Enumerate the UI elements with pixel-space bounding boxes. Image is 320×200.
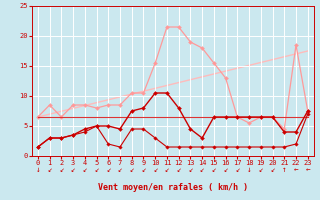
X-axis label: Vent moyen/en rafales ( km/h ): Vent moyen/en rafales ( km/h ) <box>98 183 248 192</box>
Text: ↙: ↙ <box>47 165 52 174</box>
Text: ↙: ↙ <box>129 165 134 174</box>
Text: ↙: ↙ <box>176 165 181 174</box>
Text: ←: ← <box>305 165 310 174</box>
Text: ↙: ↙ <box>188 165 193 174</box>
Text: ↙: ↙ <box>270 165 275 174</box>
Text: ↙: ↙ <box>118 165 122 174</box>
Text: ↙: ↙ <box>153 165 157 174</box>
Text: ↓: ↓ <box>36 165 40 174</box>
Text: ↙: ↙ <box>59 165 64 174</box>
Text: ↙: ↙ <box>83 165 87 174</box>
Text: ↙: ↙ <box>164 165 169 174</box>
Text: ↑: ↑ <box>282 165 287 174</box>
Text: ↙: ↙ <box>235 165 240 174</box>
Text: ↙: ↙ <box>94 165 99 174</box>
Text: ↙: ↙ <box>71 165 76 174</box>
Text: ←: ← <box>294 165 298 174</box>
Text: ↙: ↙ <box>200 165 204 174</box>
Text: ↙: ↙ <box>223 165 228 174</box>
Text: ↓: ↓ <box>247 165 252 174</box>
Text: ↙: ↙ <box>212 165 216 174</box>
Text: ↙: ↙ <box>259 165 263 174</box>
Text: ↙: ↙ <box>106 165 111 174</box>
Text: ↙: ↙ <box>141 165 146 174</box>
